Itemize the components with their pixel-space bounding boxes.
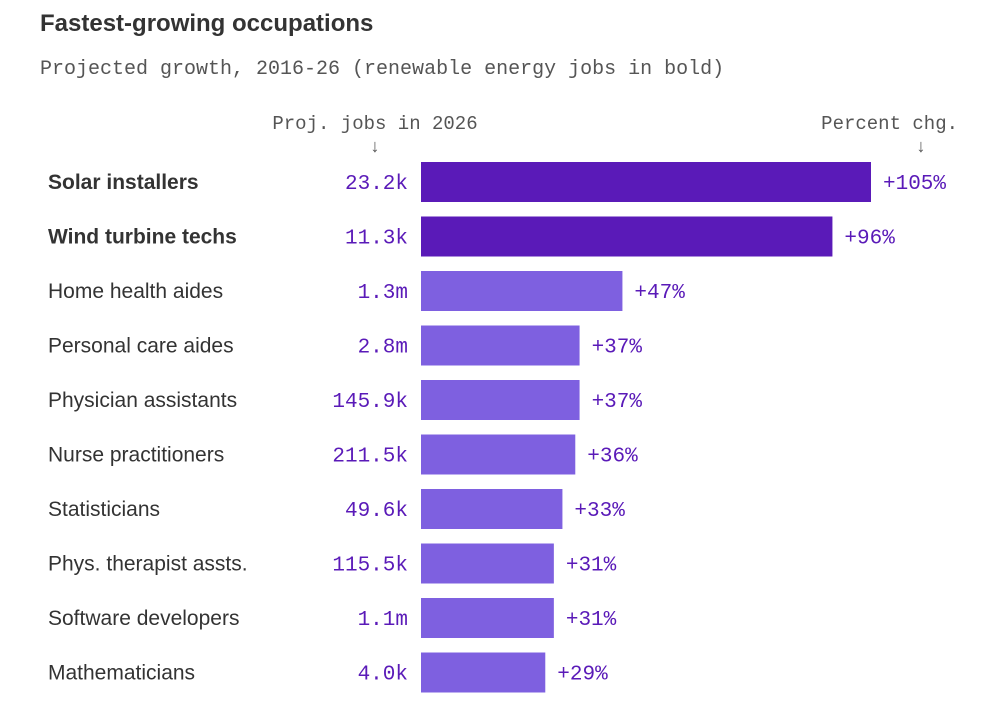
percent-label: +37% bbox=[592, 337, 643, 360]
bar bbox=[421, 380, 580, 420]
percent-column-arrow: ↓ bbox=[917, 136, 926, 156]
bar bbox=[421, 434, 576, 475]
jobs-label: 145.9k bbox=[332, 391, 408, 414]
percent-label: +47% bbox=[634, 282, 685, 305]
category-label: Wind turbine techs bbox=[48, 226, 237, 249]
category-label: Personal care aides bbox=[48, 335, 234, 358]
jobs-label: 1.3m bbox=[358, 282, 408, 305]
percent-column-header: Percent chg. bbox=[821, 113, 958, 135]
percent-label: +31% bbox=[566, 555, 617, 578]
percent-label: +29% bbox=[557, 664, 608, 687]
category-label: Statisticians bbox=[48, 498, 160, 521]
jobs-label: 2.8m bbox=[358, 337, 408, 360]
jobs-label: 11.3k bbox=[345, 228, 408, 251]
bar bbox=[421, 216, 833, 257]
category-label: Mathematicians bbox=[48, 662, 195, 685]
jobs-label: 115.5k bbox=[332, 555, 408, 578]
jobs-label: 1.1m bbox=[358, 609, 408, 632]
jobs-label: 49.6k bbox=[345, 500, 408, 523]
percent-label: +96% bbox=[844, 228, 895, 251]
percent-label: +37% bbox=[592, 391, 643, 414]
category-label: Phys. therapist assts. bbox=[48, 553, 248, 576]
bar bbox=[421, 598, 554, 638]
category-label: Home health aides bbox=[48, 280, 223, 303]
bar bbox=[421, 489, 563, 529]
bar bbox=[421, 325, 580, 366]
jobs-column-arrow: ↓ bbox=[371, 136, 380, 156]
category-label: Software developers bbox=[48, 607, 239, 630]
percent-label: +105% bbox=[883, 173, 946, 196]
jobs-label: 23.2k bbox=[345, 173, 408, 196]
bar bbox=[421, 652, 546, 693]
category-label: Nurse practitioners bbox=[48, 444, 224, 467]
jobs-label: 211.5k bbox=[332, 446, 408, 469]
jobs-column-header: Proj. jobs in 2026 bbox=[272, 113, 477, 135]
category-label: Solar installers bbox=[48, 171, 199, 194]
percent-label: +36% bbox=[587, 446, 638, 469]
percent-label: +31% bbox=[566, 609, 617, 632]
jobs-label: 4.0k bbox=[358, 664, 408, 687]
bar bbox=[421, 271, 623, 311]
percent-label: +33% bbox=[574, 500, 625, 523]
category-label: Physician assistants bbox=[48, 389, 237, 412]
bar bbox=[421, 162, 871, 202]
chart-title: Fastest-growing occupations bbox=[40, 10, 374, 37]
chart-subtitle: Projected growth, 2016-26 (renewable ene… bbox=[40, 58, 725, 81]
bar bbox=[421, 543, 554, 584]
